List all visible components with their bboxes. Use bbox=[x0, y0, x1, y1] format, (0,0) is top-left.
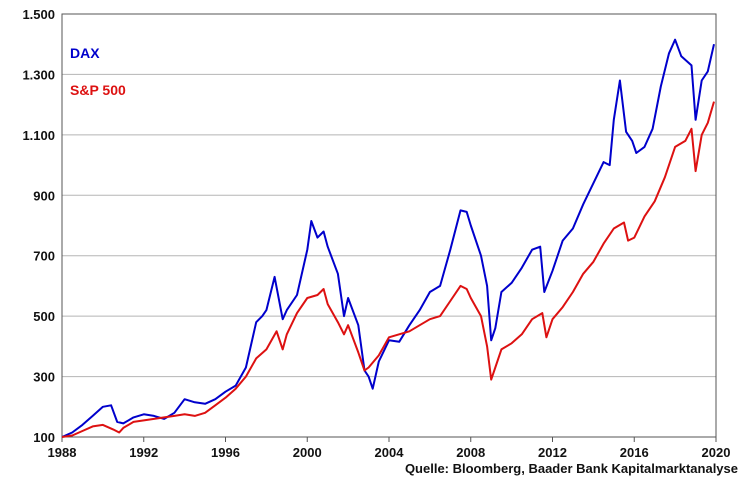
x-tick-label: 2016 bbox=[620, 445, 649, 460]
y-tick-label: 500 bbox=[33, 309, 55, 324]
y-tick-label: 300 bbox=[33, 370, 55, 385]
x-tick-label: 1988 bbox=[48, 445, 77, 460]
series-line-s-p-500 bbox=[61, 101, 715, 438]
y-tick-label: 1.100 bbox=[22, 128, 55, 143]
x-tick-label: 2000 bbox=[293, 445, 322, 460]
y-axis: 100 300 500 700 900 1.100 1.300 1.500 bbox=[22, 7, 55, 445]
x-tick-label: 1996 bbox=[211, 445, 240, 460]
y-tick-label: 1.500 bbox=[22, 7, 55, 22]
legend-label-dax: DAX bbox=[70, 45, 100, 61]
x-axis: 1988 1992 1996 2000 2004 2008 2012 2016 2020 bbox=[48, 437, 731, 460]
y-tick-label: 900 bbox=[33, 188, 55, 203]
x-tick-label: 2012 bbox=[538, 445, 567, 460]
grid-lines bbox=[62, 13, 716, 438]
y-tick-label: 1.300 bbox=[22, 67, 55, 82]
x-tick-label: 2020 bbox=[702, 445, 731, 460]
source-note: Quelle: Bloomberg, Baader Bank Kapitalma… bbox=[405, 461, 738, 476]
y-tick-label: 700 bbox=[33, 249, 55, 264]
legend-label-s-p-500: S&P 500 bbox=[70, 82, 126, 98]
legend: DAX S&P 500 bbox=[70, 45, 126, 98]
x-tick-label: 2004 bbox=[375, 445, 405, 460]
x-tick-label: 1992 bbox=[129, 445, 158, 460]
x-tick-label: 2008 bbox=[456, 445, 485, 460]
series-line-dax bbox=[61, 38, 715, 438]
series-lines bbox=[61, 38, 715, 438]
y-tick-label: 100 bbox=[33, 430, 55, 445]
